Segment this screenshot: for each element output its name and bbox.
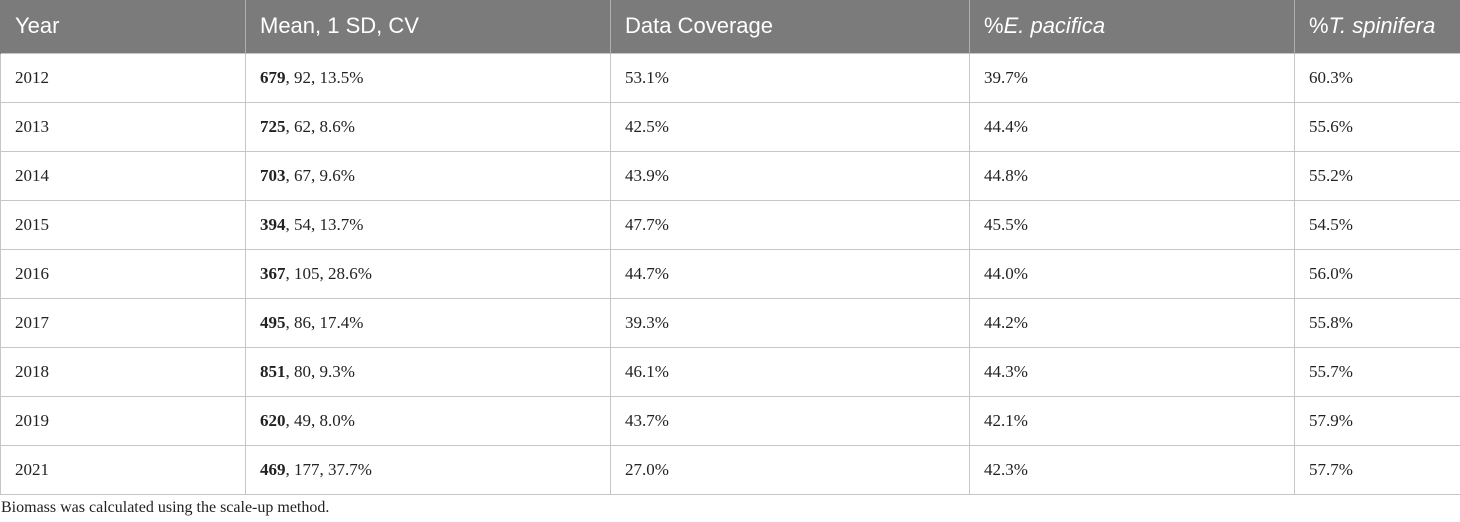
cell-sd-cv: , 92, 13.5% xyxy=(285,67,364,87)
cell-data-coverage: 39.3% xyxy=(610,297,970,348)
cell-mean-value: 469 xyxy=(260,459,286,479)
biomass-table: Year Mean, 1 SD, CV Data Coverage %E. pa… xyxy=(0,0,1460,495)
cell-year: 2018 xyxy=(0,346,246,397)
cell-year: 2015 xyxy=(0,199,246,250)
cell-mean-sd-cv: 851, 80, 9.3% xyxy=(245,346,611,397)
cell-data-coverage: 43.9% xyxy=(610,150,970,201)
cell-e-pacifica: 42.3% xyxy=(969,444,1295,495)
table-row: 2015 394, 54, 13.7% 47.7% 45.5% 54.5% xyxy=(0,199,1460,250)
table-row: 2018 851, 80, 9.3% 46.1% 44.3% 55.7% xyxy=(0,346,1460,397)
cell-sd-cv: , 105, 28.6% xyxy=(285,263,372,283)
cell-data-coverage: 44.7% xyxy=(610,248,970,299)
cell-mean-value: 725 xyxy=(260,116,286,136)
cell-t-spinifera: 60.3% xyxy=(1294,52,1460,103)
cell-data-coverage: 43.7% xyxy=(610,395,970,446)
table-header: Year Mean, 1 SD, CV Data Coverage %E. pa… xyxy=(0,0,1460,53)
cell-mean-sd-cv: 620, 49, 8.0% xyxy=(245,395,611,446)
table-footnote: Biomass was calculated using the scale-u… xyxy=(1,499,330,516)
cell-sd-cv: , 177, 37.7% xyxy=(285,459,372,479)
cell-mean-value: 394 xyxy=(260,214,286,234)
cell-data-coverage: 42.5% xyxy=(610,101,970,152)
cell-e-pacifica: 44.4% xyxy=(969,101,1295,152)
cell-year: 2019 xyxy=(0,395,246,446)
cell-mean-value: 367 xyxy=(260,263,286,283)
cell-mean-value: 679 xyxy=(260,67,286,87)
cell-t-spinifera: 55.8% xyxy=(1294,297,1460,348)
table-body: 2012 679, 92, 13.5% 53.1% 39.7% 60.3% 20… xyxy=(0,52,1460,495)
cell-mean-value: 703 xyxy=(260,165,286,185)
header-e-pacifica-species: E. pacifica xyxy=(1003,13,1106,39)
table-row: 2017 495, 86, 17.4% 39.3% 44.2% 55.8% xyxy=(0,297,1460,348)
cell-e-pacifica: 44.3% xyxy=(969,346,1295,397)
cell-e-pacifica: 39.7% xyxy=(969,52,1295,103)
cell-t-spinifera: 55.6% xyxy=(1294,101,1460,152)
cell-sd-cv: , 49, 8.0% xyxy=(285,410,355,430)
cell-e-pacifica: 44.0% xyxy=(969,248,1295,299)
cell-sd-cv: , 80, 9.3% xyxy=(285,361,355,381)
header-year: Year xyxy=(0,0,246,53)
cell-e-pacifica: 44.2% xyxy=(969,297,1295,348)
cell-mean-sd-cv: 469, 177, 37.7% xyxy=(245,444,611,495)
cell-mean-value: 851 xyxy=(260,361,286,381)
cell-mean-value: 495 xyxy=(260,312,286,332)
cell-t-spinifera: 57.9% xyxy=(1294,395,1460,446)
cell-t-spinifera: 54.5% xyxy=(1294,199,1460,250)
cell-e-pacifica: 45.5% xyxy=(969,199,1295,250)
header-e-pacifica: %E. pacifica xyxy=(969,0,1295,53)
header-e-pacifica-prefix: % xyxy=(984,13,1004,39)
table-row: 2019 620, 49, 8.0% 43.7% 42.1% 57.9% xyxy=(0,395,1460,446)
header-mean-sd-cv: Mean, 1 SD, CV xyxy=(245,0,611,53)
table-row: 2013 725, 62, 8.6% 42.5% 44.4% 55.6% xyxy=(0,101,1460,152)
cell-data-coverage: 46.1% xyxy=(610,346,970,397)
cell-e-pacifica: 42.1% xyxy=(969,395,1295,446)
header-t-spinifera-species: T. spinifera xyxy=(1328,13,1436,39)
cell-year: 2017 xyxy=(0,297,246,348)
cell-year: 2021 xyxy=(0,444,246,495)
cell-sd-cv: , 62, 8.6% xyxy=(285,116,355,136)
cell-mean-sd-cv: 679, 92, 13.5% xyxy=(245,52,611,103)
cell-mean-sd-cv: 367, 105, 28.6% xyxy=(245,248,611,299)
cell-data-coverage: 47.7% xyxy=(610,199,970,250)
cell-sd-cv: , 86, 17.4% xyxy=(285,312,364,332)
cell-t-spinifera: 55.7% xyxy=(1294,346,1460,397)
table-row: 2016 367, 105, 28.6% 44.7% 44.0% 56.0% xyxy=(0,248,1460,299)
table-row: 2012 679, 92, 13.5% 53.1% 39.7% 60.3% xyxy=(0,52,1460,103)
cell-mean-sd-cv: 495, 86, 17.4% xyxy=(245,297,611,348)
header-t-spinifera-prefix: % xyxy=(1309,13,1329,39)
cell-mean-value: 620 xyxy=(260,410,286,430)
cell-year: 2012 xyxy=(0,52,246,103)
cell-year: 2014 xyxy=(0,150,246,201)
table-row: 2014 703, 67, 9.6% 43.9% 44.8% 55.2% xyxy=(0,150,1460,201)
cell-sd-cv: , 54, 13.7% xyxy=(285,214,364,234)
cell-e-pacifica: 44.8% xyxy=(969,150,1295,201)
header-data-coverage: Data Coverage xyxy=(610,0,970,53)
cell-data-coverage: 27.0% xyxy=(610,444,970,495)
cell-mean-sd-cv: 394, 54, 13.7% xyxy=(245,199,611,250)
table-row: 2021 469, 177, 37.7% 27.0% 42.3% 57.7% xyxy=(0,444,1460,495)
cell-year: 2016 xyxy=(0,248,246,299)
cell-t-spinifera: 55.2% xyxy=(1294,150,1460,201)
cell-mean-sd-cv: 703, 67, 9.6% xyxy=(245,150,611,201)
cell-data-coverage: 53.1% xyxy=(610,52,970,103)
cell-t-spinifera: 56.0% xyxy=(1294,248,1460,299)
cell-year: 2013 xyxy=(0,101,246,152)
header-t-spinifera: %T. spinifera xyxy=(1294,0,1460,53)
cell-t-spinifera: 57.7% xyxy=(1294,444,1460,495)
cell-sd-cv: , 67, 9.6% xyxy=(285,165,355,185)
cell-mean-sd-cv: 725, 62, 8.6% xyxy=(245,101,611,152)
header-row: Year Mean, 1 SD, CV Data Coverage %E. pa… xyxy=(0,0,1460,53)
